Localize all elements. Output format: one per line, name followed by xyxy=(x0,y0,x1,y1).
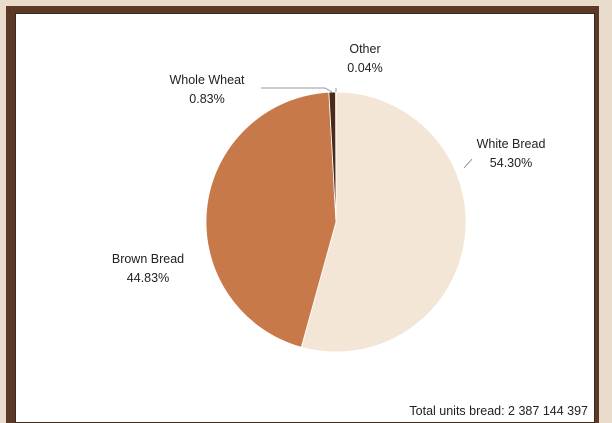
slice-label-brown-bread: Brown Bread xyxy=(112,252,184,266)
chart-panel: Other 0.04% Whole Wheat 0.83% White Brea… xyxy=(15,13,595,423)
leader-line-whole-wheat xyxy=(261,87,333,93)
slice-value-brown-bread: 44.83% xyxy=(127,271,169,285)
slice-label-whole-wheat: Whole Wheat xyxy=(169,73,245,87)
pie-chart: Other 0.04% Whole Wheat 0.83% White Brea… xyxy=(112,42,588,418)
slice-label-white-bread: White Bread xyxy=(477,137,546,151)
slice-value-whole-wheat: 0.83% xyxy=(189,92,224,106)
total-units-note: Total units bread: 2 387 144 397 xyxy=(409,404,588,418)
pie-slice-white-bread xyxy=(300,91,467,353)
slice-value-white-bread: 54.30% xyxy=(490,156,532,170)
pie-slice-brown-bread xyxy=(205,91,337,348)
leader-line-white-bread xyxy=(463,158,473,169)
slice-value-other: 0.04% xyxy=(347,61,382,75)
pie-slices xyxy=(205,91,467,353)
slice-label-other: Other xyxy=(349,42,380,56)
